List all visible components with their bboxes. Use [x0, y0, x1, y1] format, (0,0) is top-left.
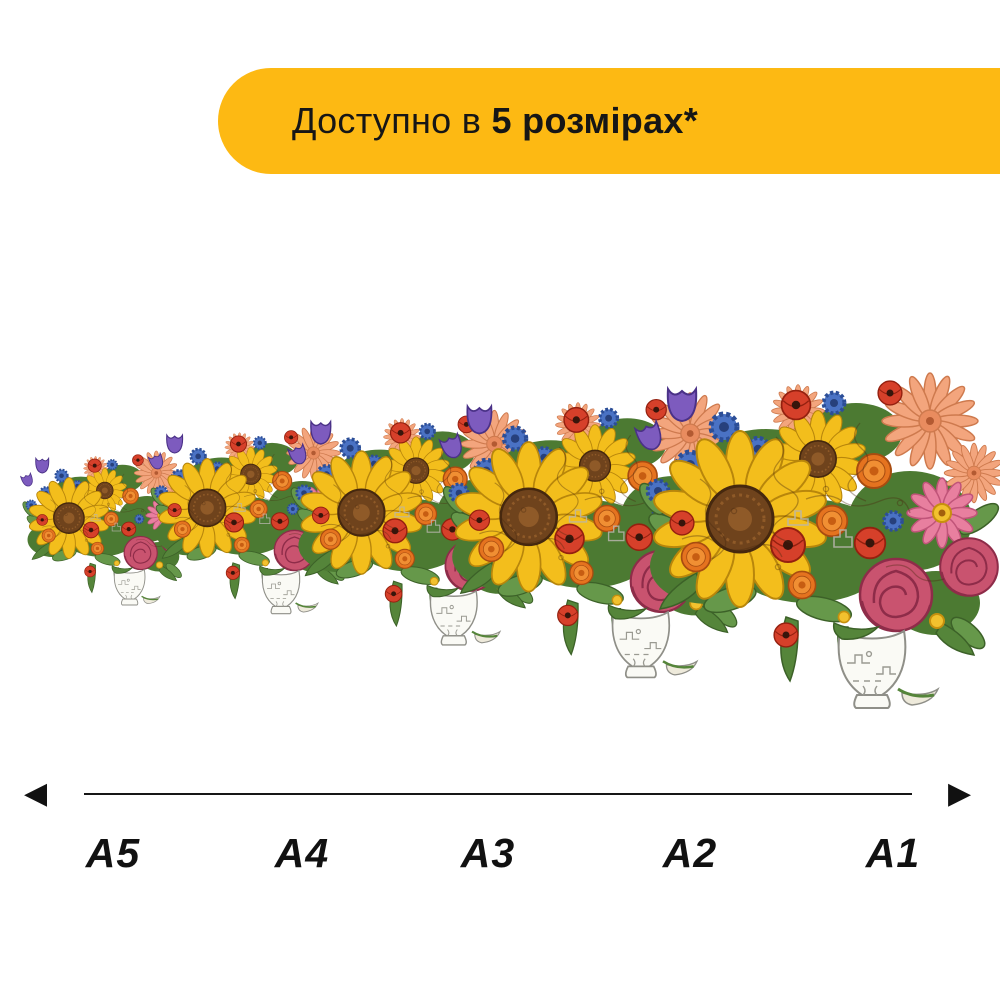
size-scale-line: [84, 793, 912, 795]
size-label-a3: A3: [460, 830, 516, 876]
left-arrow-icon: ◀: [24, 777, 48, 810]
size-label-a2: A2: [662, 830, 718, 876]
size-label-a5: A5: [85, 830, 141, 876]
bouquet-size-illustration: [0, 355, 1000, 775]
availability-banner: Доступно в 5 розмірах*: [218, 68, 1000, 174]
size-label-a1: A1: [865, 830, 921, 876]
banner-text: Доступно в: [292, 100, 492, 141]
right-arrow-icon: ▶: [948, 777, 972, 810]
size-label-a4: A4: [274, 830, 330, 876]
banner-text-bold: 5 розмірах*: [491, 100, 699, 141]
